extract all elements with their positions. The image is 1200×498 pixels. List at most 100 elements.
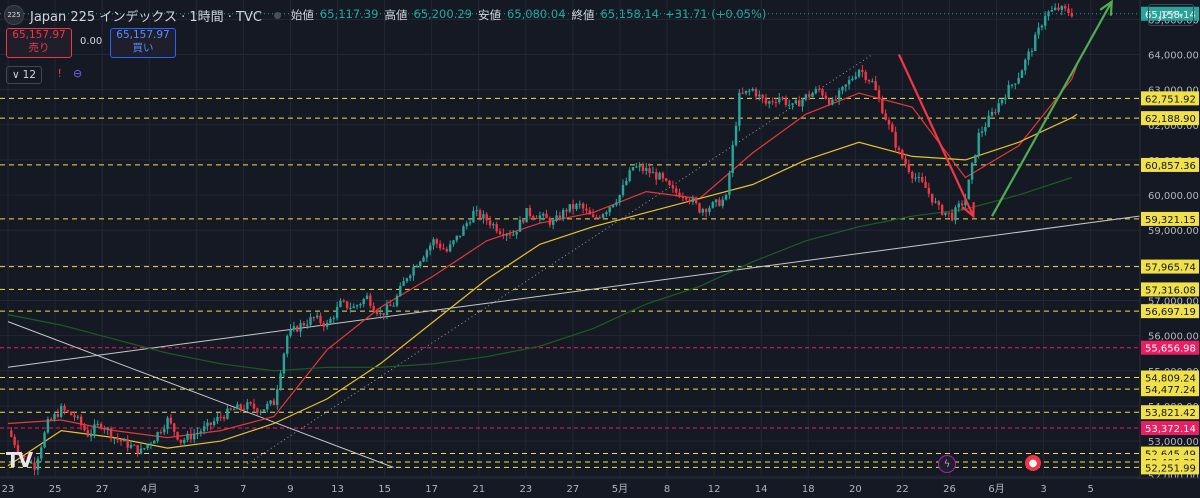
price-axis[interactable]: 52,000.0053,000.0054,000.0055,000.0056,0… — [1139, 0, 1200, 498]
candle-body — [269, 400, 272, 404]
candle-body — [73, 415, 76, 418]
candle-body — [475, 210, 478, 212]
candle-body — [565, 209, 568, 212]
candle-body — [1057, 7, 1060, 10]
lightning-event-icon[interactable]: ϟ — [938, 455, 956, 473]
candle-body — [877, 90, 881, 99]
time-axis[interactable]: 23 25 27 4月 3 7 9 13 15 17 21 23 27 5月 8 12 14 18 20 22 26 6月… — [0, 477, 1200, 498]
current-price-label: 65,158.14 — [1145, 10, 1196, 21]
candle-body — [1020, 70, 1024, 78]
candle-body — [761, 94, 764, 99]
circle-indicator-icon[interactable]: ⊖ — [73, 67, 83, 80]
level-price-tag — [1141, 282, 1199, 297]
candle-body — [924, 181, 927, 188]
candle-body — [30, 462, 33, 464]
candle-body — [608, 207, 611, 213]
candle-body — [1030, 51, 1034, 53]
low-value: 65,080.04 — [506, 7, 566, 21]
candle-body — [738, 92, 741, 126]
x-tick-label: 15 — [378, 484, 391, 495]
level-price-label: 54,477.24 — [1145, 385, 1196, 396]
candle-body — [698, 203, 701, 213]
candle-body — [192, 434, 196, 440]
candle-body — [1007, 85, 1010, 98]
record-event-icon[interactable]: ● — [1025, 455, 1041, 471]
buy-label: 買い — [132, 42, 154, 54]
candle-body — [947, 212, 951, 214]
candle-body — [542, 213, 545, 216]
candle-body — [139, 448, 143, 454]
candle-body — [545, 213, 548, 219]
candle-body — [638, 166, 641, 168]
symbol-badge[interactable]: 225 — [4, 5, 24, 25]
level-price-label: 53,372.14 — [1145, 424, 1196, 435]
candle-body — [412, 266, 415, 276]
candle-body — [256, 408, 259, 413]
alert-icon[interactable]: ǃ — [58, 67, 62, 80]
x-tick-label: 23 — [519, 484, 532, 495]
candle-body — [847, 80, 851, 85]
candle-body — [754, 88, 758, 97]
candle-body — [927, 187, 931, 194]
candle-body — [282, 353, 286, 374]
open-value: 65,117.39 — [319, 7, 379, 21]
candle-body — [977, 132, 980, 155]
candle-body — [894, 131, 897, 148]
candle-body — [312, 317, 316, 319]
candle-body — [801, 99, 804, 107]
candle-body — [163, 428, 166, 433]
candle-body — [375, 310, 379, 314]
x-tick-label: 13 — [331, 484, 344, 495]
candle-body — [106, 428, 109, 430]
candle-body — [372, 305, 375, 311]
candle-body — [625, 180, 628, 185]
candle-body — [468, 222, 472, 224]
candle-body — [884, 113, 887, 120]
y-tick-label: 64,000.00 — [1148, 50, 1199, 61]
horizontal-levels — [0, 13, 1140, 468]
level-price-tag — [1141, 304, 1199, 319]
candle-body — [359, 304, 362, 306]
sell-button[interactable]: 65,157.97 売り — [6, 28, 72, 58]
candle-body — [628, 170, 631, 181]
chevron-down-icon: ▾ — [1179, 10, 1184, 20]
chevron-down-icon: ∨ — [11, 69, 20, 81]
indicators-toggle[interactable]: ∨ 12 — [6, 66, 42, 84]
candle-body — [40, 447, 43, 459]
candle-body — [365, 295, 369, 299]
level-price-tag — [1141, 91, 1199, 106]
currency-selector[interactable]: JPY ▾ — [1148, 4, 1194, 26]
market-status-dot — [273, 11, 281, 19]
y-tick-label: 65,000.00 — [1148, 15, 1199, 26]
candle-body — [581, 203, 585, 209]
candle-body — [1010, 84, 1014, 86]
moving-average-line — [7, 64, 1078, 439]
candle-body — [335, 306, 339, 318]
candle-body — [488, 220, 492, 226]
candle-body — [694, 198, 698, 204]
candle-body — [302, 323, 306, 326]
candle-body — [1050, 9, 1054, 12]
buy-button[interactable]: 65,157.97 買い — [110, 28, 176, 58]
symbol-title[interactable]: Japan 225 インデックス · 1時間 · TVC — [30, 9, 262, 25]
candle-body — [79, 416, 83, 426]
candle-body — [954, 207, 957, 221]
candle-body — [1053, 7, 1057, 10]
candle-body — [445, 249, 449, 252]
candle-body — [442, 248, 445, 250]
candle-body — [339, 300, 342, 307]
level-price-tag — [1141, 157, 1199, 172]
candle-body — [482, 214, 485, 219]
candle-body — [605, 212, 608, 215]
candle-body — [731, 145, 734, 174]
candle-body — [36, 458, 40, 470]
candle-body — [126, 439, 129, 448]
y-tick-label: 59,000.00 — [1148, 226, 1199, 237]
candle-body — [661, 173, 665, 179]
candle-body — [1034, 34, 1037, 52]
candle-body — [226, 408, 229, 419]
candle-body — [1014, 83, 1017, 85]
candle-body — [548, 218, 552, 225]
moving-average-line — [7, 113, 1078, 467]
